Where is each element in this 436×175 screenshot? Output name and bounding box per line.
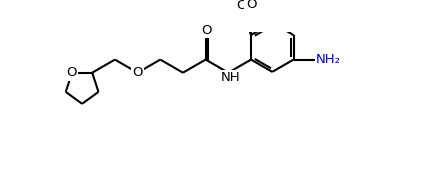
Bar: [218, 0, 300, 31]
Text: NH: NH: [221, 71, 241, 84]
Text: O: O: [133, 66, 143, 79]
Text: O: O: [246, 0, 256, 11]
Text: O: O: [201, 24, 212, 37]
Text: NH₂: NH₂: [316, 53, 341, 66]
Text: O: O: [66, 66, 76, 79]
Text: O: O: [235, 0, 246, 13]
Text: O: O: [236, 0, 247, 12]
